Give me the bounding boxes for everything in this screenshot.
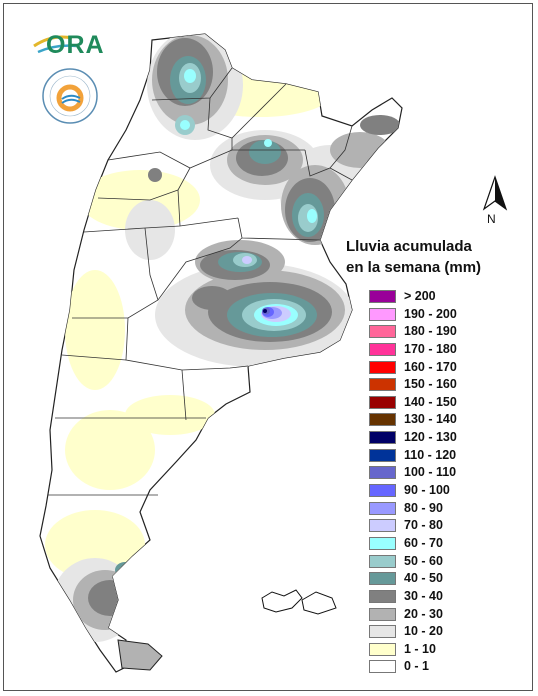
- falkland-islands: [261, 589, 337, 615]
- province-borders: [48, 67, 353, 496]
- legend-swatch: [369, 431, 396, 445]
- legend-swatch: [369, 625, 396, 639]
- legend-label: 40 - 50: [404, 571, 443, 586]
- legend-label: 1 - 10: [404, 641, 436, 656]
- legend-label: 50 - 60: [404, 553, 443, 568]
- legend-label: 120 - 130: [404, 430, 457, 445]
- legend-swatch: [369, 448, 396, 462]
- ora-logo-icon: [33, 35, 77, 54]
- legend-swatch: [369, 572, 396, 586]
- legend-swatch: [369, 642, 396, 656]
- legend-title-line1: Lluvia acumulada: [346, 238, 472, 255]
- legend-swatch: [369, 484, 396, 498]
- legend-title-line2: en la semana (mm): [346, 259, 482, 276]
- legend-label: 190 - 200: [404, 306, 457, 321]
- legend-label: 20 - 30: [404, 606, 443, 621]
- legend-label: 110 - 120: [404, 447, 457, 462]
- north-arrow-icon: [482, 175, 508, 211]
- legend-label: 70 - 80: [404, 518, 443, 533]
- legend-label: > 200: [404, 289, 436, 303]
- legend-label: 100 - 110: [404, 465, 457, 480]
- legend-label: 180 - 190: [404, 324, 457, 339]
- legend-swatch: [369, 307, 396, 321]
- legend-swatch: [369, 589, 396, 603]
- legend-label: 170 - 180: [404, 341, 457, 356]
- legend-label: 150 - 160: [404, 377, 457, 392]
- map-frame: [3, 3, 533, 691]
- legend-swatch: [369, 501, 396, 515]
- north-label: N: [487, 212, 496, 226]
- legend-swatch: [369, 360, 396, 374]
- tierra-del-fuego: [117, 639, 163, 671]
- ora-logo-text: ORA: [46, 31, 105, 59]
- legend-swatch: [369, 395, 396, 409]
- legend-swatch: [369, 290, 396, 303]
- rainfall-shading: [45, 34, 400, 642]
- legend-label: 30 - 40: [404, 588, 443, 603]
- legend-swatch: [369, 519, 396, 533]
- legend-label: 80 - 90: [404, 500, 443, 515]
- legend-swatch: [369, 554, 396, 568]
- legend-swatch: [369, 466, 396, 480]
- legend-swatch: [369, 342, 396, 356]
- legend-label: 130 - 140: [404, 412, 457, 427]
- legend-swatch: [369, 378, 396, 392]
- legend-label: 90 - 100: [404, 483, 450, 498]
- legend-label: 140 - 150: [404, 394, 457, 409]
- smn-seal-icon: [42, 68, 98, 124]
- legend-swatch: [369, 536, 396, 550]
- legend-label: 160 - 170: [404, 359, 457, 374]
- legend-title: Lluvia acumulada en la semana (mm): [346, 236, 526, 278]
- legend-swatch: [369, 325, 396, 339]
- legend-swatch: [369, 413, 396, 427]
- legend-label: 0 - 1: [404, 659, 430, 674]
- legend-label: 60 - 70: [404, 535, 443, 550]
- legend-swatch: [369, 607, 396, 621]
- legend-swatch: [369, 660, 396, 674]
- legend-label: 10 - 20: [404, 624, 443, 639]
